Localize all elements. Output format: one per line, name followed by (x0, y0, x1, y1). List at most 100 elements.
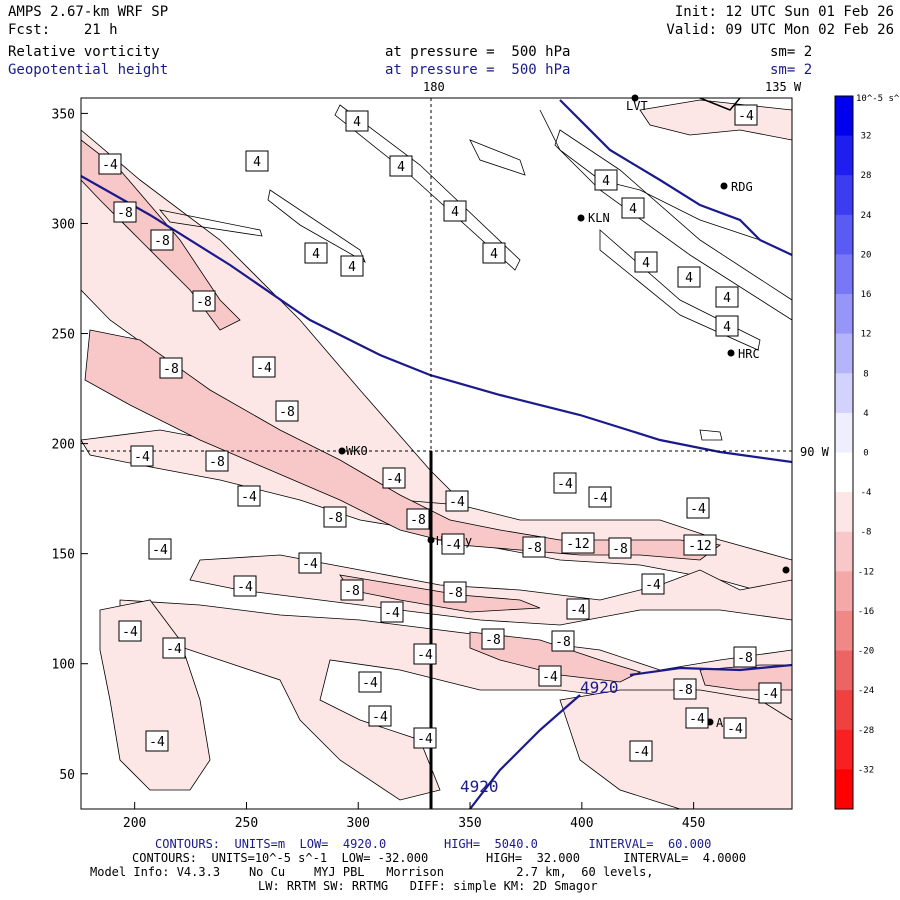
vorticity-label-box (413, 727, 437, 749)
vorticity-blob-northeast (639, 99, 792, 141)
vorticity-label: -4 (166, 642, 182, 657)
vorticity-label-box (621, 197, 645, 219)
colorbar-swatch (835, 571, 853, 612)
x-tick-label: 350 (458, 816, 481, 831)
station-label-kln: KLN (588, 211, 610, 225)
lon-label-180: 180 (423, 80, 445, 94)
vorticity-label-box (686, 497, 710, 519)
height-label-4920-a: 4920 (580, 678, 619, 697)
vorticity-label: -4 (645, 578, 661, 593)
vorticity-label-box (723, 717, 747, 739)
init-time: Init: 12 UTC Sun 01 Feb 26 (674, 4, 894, 20)
vorticity-label: 4 (348, 260, 356, 275)
vorticity-label-box (233, 575, 257, 597)
station-label-rdg: RDG (731, 180, 753, 194)
colorbar-tick-label: -16 (858, 607, 874, 617)
field1-sm: sm= 2 (770, 44, 813, 60)
lon-label-135w: 135 W (765, 80, 802, 94)
vorticity-label: -4 (372, 710, 388, 725)
vorticity-label: -8 (526, 541, 542, 556)
vorticity-label: 4 (685, 271, 693, 286)
x-tick-label: 300 (347, 816, 370, 831)
vorticity-label-box (683, 534, 717, 556)
x-tick-label: 400 (570, 816, 593, 831)
colorbar-swatch (835, 254, 853, 295)
vorticity-label: 4 (451, 205, 459, 220)
vorticity-label-box (641, 573, 665, 595)
x-tick-label: 200 (123, 816, 146, 831)
footer-height-contours: CONTOURS: UNITS=m LOW= 4920.0 HIGH= 5040… (155, 837, 712, 851)
vorticity-label: 4 (353, 115, 361, 130)
lat-label-90w: 90 W (800, 445, 830, 459)
vorticity-label: -8 (737, 651, 753, 666)
height-contour-north (81, 175, 792, 464)
colorbar-swatch (835, 412, 853, 453)
y-tick-label: 50 (59, 768, 75, 783)
station-label-wko: WKO (346, 444, 368, 458)
vorticity-label-box (358, 671, 382, 693)
station-marker-kln (577, 214, 585, 222)
vorticity-label-box (406, 508, 430, 530)
vorticity-label: -4 (362, 676, 378, 691)
vorticity-label: 4 (253, 155, 261, 170)
vorticity-label: -4 (633, 745, 649, 760)
vorticity-label: -4 (542, 670, 558, 685)
vorticity-label-box (345, 110, 369, 132)
vorticity-label: 4 (629, 202, 637, 217)
fcst-label: Fcst: (8, 22, 51, 38)
vorticity-label-box (443, 200, 467, 222)
x-tick-label: 250 (235, 816, 258, 831)
vorticity-label-box (566, 598, 590, 620)
vorticity-label: -4 (386, 472, 402, 487)
vorticity-label: -8 (677, 683, 693, 698)
vorticity-shading (81, 99, 792, 809)
vorticity-label-box (634, 251, 658, 273)
station-marker-henry (427, 536, 435, 544)
vorticity-label: -8 (117, 206, 133, 221)
vorticity-label-box (445, 490, 469, 512)
colorbar-tick-label: -4 (861, 488, 872, 498)
vorticity-label: -8 (327, 511, 343, 526)
footer-physics-info: LW: RRTM SW: RRTMG DIFF: simple KM: 2D S… (258, 879, 598, 893)
colorbar-swatch (835, 729, 853, 770)
vorticity-label-box (561, 532, 595, 554)
vorticity-label-box (413, 643, 437, 665)
colorbar-swatch (835, 373, 853, 414)
vorticity-label: 4 (490, 247, 498, 262)
vorticity-label-box (237, 485, 261, 507)
colorbar-tick-label: 28 (861, 171, 872, 181)
vorticity-label: -12 (688, 539, 711, 554)
vorticity-label-box (441, 533, 465, 555)
vorticity-label-box (715, 286, 739, 308)
vorticity-label: -4 (690, 502, 706, 517)
station-marker-wko (338, 447, 346, 455)
field1-pressure: at pressure = 500 hPa (385, 44, 571, 60)
vorticity-label-box (245, 150, 269, 172)
vorticity-label: 4 (312, 247, 320, 262)
vorticity-label: -4 (417, 732, 433, 747)
vorticity-label-box (553, 472, 577, 494)
vorticity-label: -4 (449, 495, 465, 510)
vorticity-label-box (588, 486, 612, 508)
colorbar-swatch (835, 96, 853, 137)
y-tick-label: 150 (52, 548, 75, 563)
colorbar-tick-label: -8 (861, 528, 872, 538)
colorbar-swatch (835, 690, 853, 731)
vorticity-label: -4 (762, 687, 778, 702)
vorticity-label: -8 (612, 542, 628, 557)
plot-frame (80, 97, 793, 810)
vorticity-label-box (275, 400, 299, 422)
colorbar-swatch (835, 650, 853, 691)
vorticity-label-box (340, 255, 364, 277)
colorbar-swatch (835, 452, 853, 493)
field2-name: Geopotential height (8, 62, 169, 78)
vorticity-label: -4 (152, 543, 168, 558)
y-tick-label: 100 (52, 658, 75, 673)
station-label-lvt: LVT (626, 99, 648, 113)
colorbar: 32 28 24 20 16 12 8 4 0 -4 -8 -12 -16 -20 -24 -28 -32 (834, 95, 874, 810)
vorticity-label: -4 (417, 648, 433, 663)
field2-sm: sm= 2 (770, 62, 813, 78)
vorticity-label: -8 (279, 405, 295, 420)
station-marker-hrc (727, 349, 735, 357)
